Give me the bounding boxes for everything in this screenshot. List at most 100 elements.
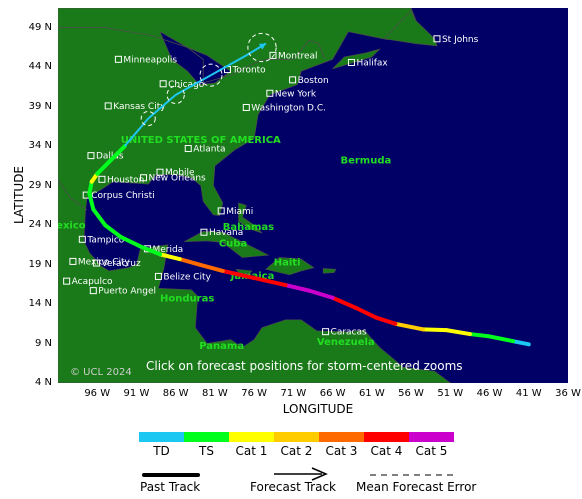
city-marker xyxy=(78,235,86,243)
track-segment xyxy=(158,252,182,262)
city-label: Boston xyxy=(298,76,329,86)
us-canada-border xyxy=(58,27,326,84)
track-segment xyxy=(354,306,378,320)
storm-track-map[interactable]: UNITED STATES OF AMERICA Bermuda Bahamas Cu… xyxy=(58,8,568,383)
map-canvas[interactable]: UNITED STATES OF AMERICA Bermuda Bahamas Cu… xyxy=(58,8,568,383)
great-lakes xyxy=(159,30,232,85)
city-label: Dallas xyxy=(96,152,124,162)
city-label: Chicago xyxy=(168,80,205,90)
city-marker xyxy=(92,259,100,267)
track-segment xyxy=(118,234,143,249)
forecast-position-circle[interactable] xyxy=(166,85,185,104)
forecast-arrowhead xyxy=(258,43,266,50)
category-swatch xyxy=(274,432,319,442)
city-label: Puerto Angel xyxy=(98,287,156,297)
region-label: Mexico xyxy=(58,220,86,231)
city-label: Washington D.C. xyxy=(251,103,326,113)
city-label: Minneapolis xyxy=(123,55,177,65)
latitude-label: 29 N xyxy=(28,179,52,191)
city-marker xyxy=(69,257,77,265)
city-marker xyxy=(200,228,208,236)
forecast-arrow-icon xyxy=(274,467,328,481)
city-marker xyxy=(156,168,164,176)
bahamas xyxy=(238,202,263,234)
track-segment xyxy=(487,334,516,344)
city-marker xyxy=(347,58,355,66)
city-label: St Johns xyxy=(442,35,479,45)
track-segment xyxy=(197,262,225,273)
track-segment xyxy=(87,179,94,196)
newfoundland xyxy=(383,9,438,47)
city-markers: St Johns Montreal Minneapolis Halifax Toront… xyxy=(63,35,479,338)
city-label: Veracruz xyxy=(101,259,141,269)
city-marker xyxy=(242,103,250,111)
forecast-position-circle[interactable] xyxy=(247,32,277,63)
city-label: New York xyxy=(275,89,317,99)
x-axis-title: LONGITUDE xyxy=(282,402,354,416)
longitude-label: 46 W xyxy=(476,388,503,399)
region-label: Venezuela xyxy=(317,337,375,348)
city-label: Toronto xyxy=(231,66,266,76)
city-marker xyxy=(63,277,71,285)
puerto-rico xyxy=(322,268,337,274)
track-segment xyxy=(91,207,108,228)
category-label: Cat 2 xyxy=(280,444,313,458)
longitude-label: 81 W xyxy=(202,388,228,399)
track-segment xyxy=(177,257,202,267)
latitude-label: 34 N xyxy=(28,140,52,152)
city-label: Merida xyxy=(152,245,183,255)
longitude-label: 71 W xyxy=(280,388,307,399)
forecast-position-circle[interactable] xyxy=(140,110,156,127)
latitude-label: 39 N xyxy=(28,100,52,112)
forecast-segment[interactable] xyxy=(210,54,247,76)
copyright-text: © UCL 2024 xyxy=(70,367,132,378)
track-segment xyxy=(107,144,127,164)
past-track-label: Past Track xyxy=(140,480,201,494)
city-label: Acapulco xyxy=(72,277,113,287)
city-label: Mexico City xyxy=(78,257,131,267)
city-label: Montreal xyxy=(278,51,318,61)
latitude-label: 4 N xyxy=(34,377,52,388)
track-segment xyxy=(138,244,162,257)
track-segment xyxy=(393,321,425,332)
category-label: Cat 4 xyxy=(370,444,403,458)
longitude-label: 41 W xyxy=(515,388,542,399)
latitude-label: 24 N xyxy=(28,219,52,231)
city-label: Kansas City xyxy=(113,102,166,112)
track-segment xyxy=(87,191,96,212)
forecast-segment[interactable] xyxy=(175,74,212,96)
track-segment xyxy=(95,159,111,176)
storm-track[interactable] xyxy=(87,42,531,347)
forecast-segment[interactable] xyxy=(123,117,149,147)
region-label: Haiti xyxy=(274,257,301,268)
region-label: UNITED STATES OF AMERICA xyxy=(121,135,281,146)
city-marker xyxy=(98,175,106,183)
longitude-label: 61 W xyxy=(358,388,385,399)
city-label: Atlanta xyxy=(193,145,225,155)
longitude-label: 51 W xyxy=(437,388,464,399)
city-marker xyxy=(433,35,441,43)
category-swatch xyxy=(364,432,409,442)
category-swatch xyxy=(229,432,274,442)
forecast-error-circles[interactable] xyxy=(140,32,277,127)
us-mexico-border xyxy=(58,179,88,211)
track-segment xyxy=(283,283,312,293)
track-segment xyxy=(511,339,531,347)
city-marker xyxy=(269,51,277,59)
latitude-label: 19 N xyxy=(28,258,52,270)
city-marker xyxy=(266,89,274,97)
forecast-segment[interactable] xyxy=(147,94,177,120)
city-label: Houston xyxy=(107,175,144,185)
forecast-track-label: Forecast Track xyxy=(250,480,336,494)
track-segment xyxy=(444,328,472,337)
nova-scotia xyxy=(332,48,381,70)
region-label: Bahamas xyxy=(223,222,274,233)
track-segment xyxy=(307,288,335,300)
city-label: Caracas xyxy=(331,328,367,338)
category-label: TD xyxy=(153,444,170,458)
y-axis-title: LATITUDE xyxy=(12,165,26,225)
track-segment xyxy=(420,327,449,333)
forecast-position-circle[interactable] xyxy=(199,63,223,87)
category-swatch xyxy=(319,432,364,442)
error-label: Mean Forecast Error xyxy=(356,480,477,494)
